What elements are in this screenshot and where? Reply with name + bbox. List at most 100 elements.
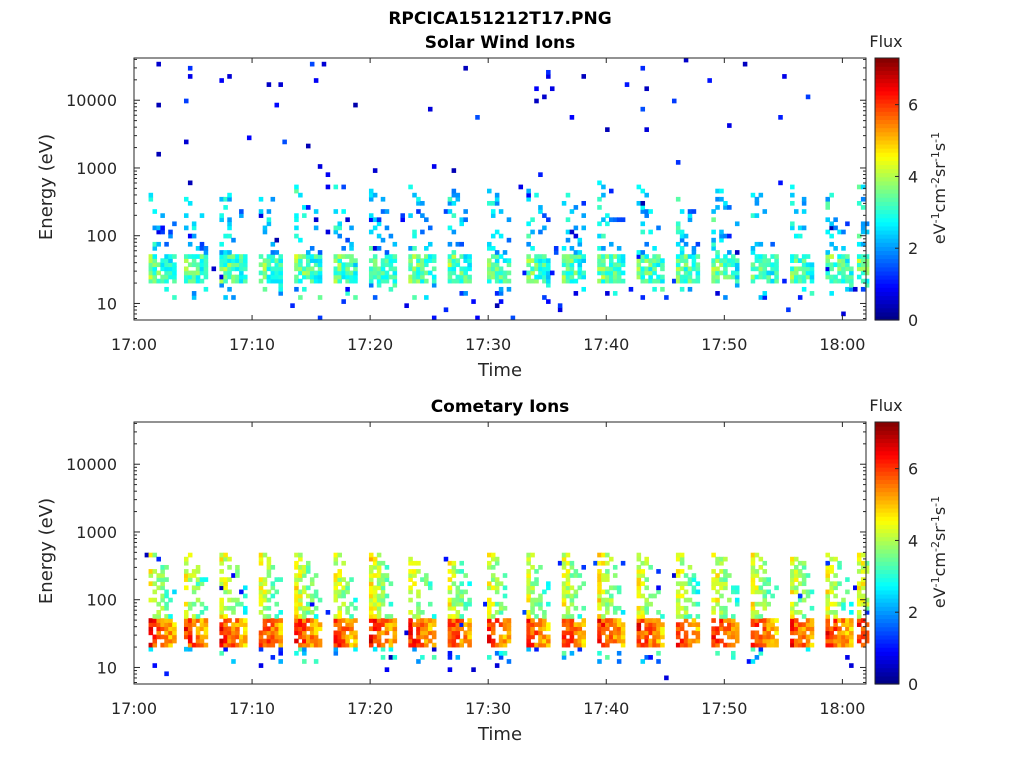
heatmap-cell xyxy=(219,638,224,644)
heatmap-cell xyxy=(416,614,421,619)
heatmap-cell xyxy=(754,610,760,615)
heatmap-cell xyxy=(538,630,543,636)
heatmap-cell xyxy=(471,299,476,304)
heatmap-cell xyxy=(829,626,834,632)
heatmap-cell xyxy=(860,634,866,640)
heatmap-cell xyxy=(506,278,512,284)
heatmap-cell xyxy=(636,618,642,623)
heatmap-cell xyxy=(526,221,531,227)
heatmap-cell xyxy=(195,597,201,603)
heatmap-cell xyxy=(372,601,378,607)
heatmap-cell xyxy=(294,577,299,582)
heatmap-cell xyxy=(368,585,374,591)
heatmap-cell xyxy=(455,634,461,640)
heatmap-cell xyxy=(420,270,425,276)
colorbar-swatch xyxy=(875,573,899,579)
heatmap-cell xyxy=(353,597,358,603)
heatmap-cell xyxy=(597,560,602,566)
heatmap-cell xyxy=(766,270,771,276)
heatmap-cell xyxy=(797,266,803,272)
heatmap-cell xyxy=(801,581,807,587)
heatmap-cell xyxy=(731,622,736,627)
heatmap-cell xyxy=(856,552,862,558)
heatmap-cell xyxy=(211,266,217,272)
heatmap-cell xyxy=(333,614,339,619)
heatmap-cell xyxy=(679,585,685,591)
heatmap-cell xyxy=(294,188,299,194)
colorbar-swatch xyxy=(875,581,899,587)
heatmap-cell xyxy=(793,564,799,570)
heatmap-cell xyxy=(305,143,311,149)
heatmap-cell xyxy=(160,605,165,611)
heatmap-cell xyxy=(766,262,771,268)
heatmap-cell xyxy=(258,262,264,268)
heatmap-cell xyxy=(270,278,276,284)
heatmap-cell xyxy=(825,610,830,615)
heatmap-cell xyxy=(262,270,268,276)
heatmap-cell xyxy=(451,630,457,636)
heatmap-cell xyxy=(392,266,398,272)
heatmap-cell xyxy=(187,241,193,247)
heatmap-cell xyxy=(797,630,803,636)
heatmap-cell xyxy=(266,638,272,644)
heatmap-cell xyxy=(502,250,508,255)
heatmap-cell xyxy=(526,638,531,644)
heatmap-cell xyxy=(333,573,339,578)
heatmap-cell xyxy=(837,270,842,276)
heatmap-cell xyxy=(565,573,571,578)
heatmap-cell xyxy=(581,634,586,640)
heatmap-cell xyxy=(490,209,496,214)
heatmap-cell xyxy=(266,278,272,284)
heatmap-cell xyxy=(191,278,197,284)
heatmap-cell xyxy=(487,188,492,194)
heatmap-cell xyxy=(388,601,394,607)
heatmap-cell xyxy=(384,274,390,280)
heatmap-cell xyxy=(652,630,657,636)
heatmap-cell xyxy=(719,196,724,202)
heatmap-cell xyxy=(235,266,240,272)
heatmap-cell xyxy=(203,605,209,611)
heatmap-cell xyxy=(183,634,189,640)
heatmap-cell xyxy=(408,585,413,591)
heatmap-cell xyxy=(534,601,539,607)
heatmap-cell xyxy=(833,217,838,223)
heatmap-cell xyxy=(727,258,732,263)
heatmap-cell xyxy=(298,642,303,648)
heatmap-cell xyxy=(274,258,280,263)
heatmap-cell xyxy=(148,630,154,636)
heatmap-cell xyxy=(258,593,264,599)
heatmap-cell xyxy=(455,196,461,202)
heatmap-cell xyxy=(416,630,421,636)
heatmap-cell xyxy=(152,589,158,595)
heatmap-cell xyxy=(368,246,374,251)
heatmap-cell xyxy=(317,270,323,276)
heatmap-cell xyxy=(573,205,579,210)
heatmap-cell xyxy=(569,560,575,566)
heatmap-cell xyxy=(392,638,398,644)
heatmap-cell xyxy=(640,209,646,214)
heatmap-cell xyxy=(313,589,319,595)
colorbar-swatch xyxy=(875,487,899,493)
heatmap-cell xyxy=(164,634,169,640)
heatmap-cell xyxy=(506,237,512,243)
heatmap-cell xyxy=(345,266,350,272)
heatmap-cell xyxy=(860,258,866,263)
heatmap-cell xyxy=(317,254,323,259)
heatmap-cell xyxy=(274,237,280,243)
colorbar-swatch xyxy=(875,663,899,669)
heatmap-cell xyxy=(278,659,283,664)
heatmap-cell xyxy=(711,246,716,251)
heatmap-cell xyxy=(750,262,756,268)
heatmap-cell xyxy=(266,605,272,611)
heatmap-cell xyxy=(380,278,386,284)
heatmap-cell xyxy=(758,295,764,300)
heatmap-cell xyxy=(711,626,716,632)
x-tick-label: 17:40 xyxy=(583,699,629,718)
heatmap-cell xyxy=(723,556,728,562)
heatmap-cell xyxy=(278,642,283,648)
colorbar-swatch xyxy=(875,532,899,538)
colorbar-swatch xyxy=(875,123,899,129)
heatmap-cell xyxy=(152,270,158,276)
heatmap-cell xyxy=(451,564,457,570)
heatmap-cell xyxy=(424,618,429,623)
